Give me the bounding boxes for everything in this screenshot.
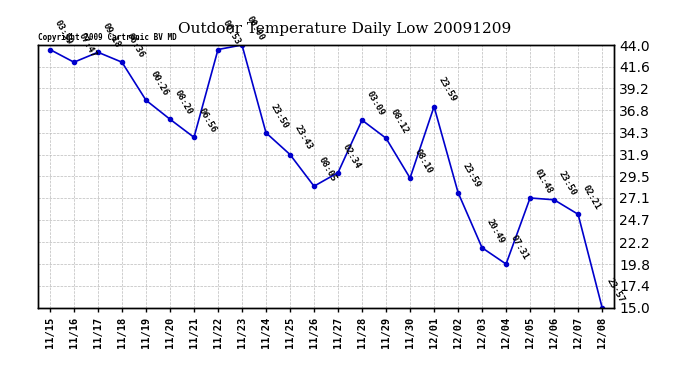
Text: 07:47: 07:47 — [77, 32, 98, 59]
Text: 03:59: 03:59 — [52, 19, 74, 47]
Text: 00:26: 00:26 — [149, 70, 170, 98]
Text: Copyright 2009 Cartronic BV MD: Copyright 2009 Cartronic BV MD — [38, 33, 177, 42]
Text: 01:48: 01:48 — [533, 167, 554, 195]
Text: 23:50: 23:50 — [269, 102, 290, 130]
Text: 20:49: 20:49 — [485, 217, 506, 245]
Text: 23:50: 23:50 — [557, 169, 578, 197]
Text: 09:18: 09:18 — [101, 22, 122, 50]
Text: 08:10: 08:10 — [413, 147, 434, 175]
Text: 06:56: 06:56 — [197, 107, 218, 135]
Text: 23:43: 23:43 — [293, 124, 314, 152]
Text: 02:21: 02:21 — [581, 184, 602, 211]
Text: 06:53: 06:53 — [221, 19, 242, 47]
Text: 03:09: 03:09 — [365, 90, 386, 117]
Text: 02:34: 02:34 — [341, 142, 362, 170]
Text: Outdoor Temperature Daily Low 20091209: Outdoor Temperature Daily Low 20091209 — [179, 22, 511, 36]
Text: 08:05: 08:05 — [317, 156, 338, 183]
Text: 08:12: 08:12 — [389, 108, 410, 135]
Text: 23:59: 23:59 — [437, 76, 458, 104]
Text: 07:31: 07:31 — [509, 234, 530, 261]
Text: 00:00: 00:00 — [245, 15, 266, 42]
Text: 23:59: 23:59 — [461, 162, 482, 190]
Text: 08:20: 08:20 — [172, 88, 194, 117]
Text: 23:57: 23:57 — [605, 277, 626, 305]
Text: 06:36: 06:36 — [125, 32, 146, 59]
